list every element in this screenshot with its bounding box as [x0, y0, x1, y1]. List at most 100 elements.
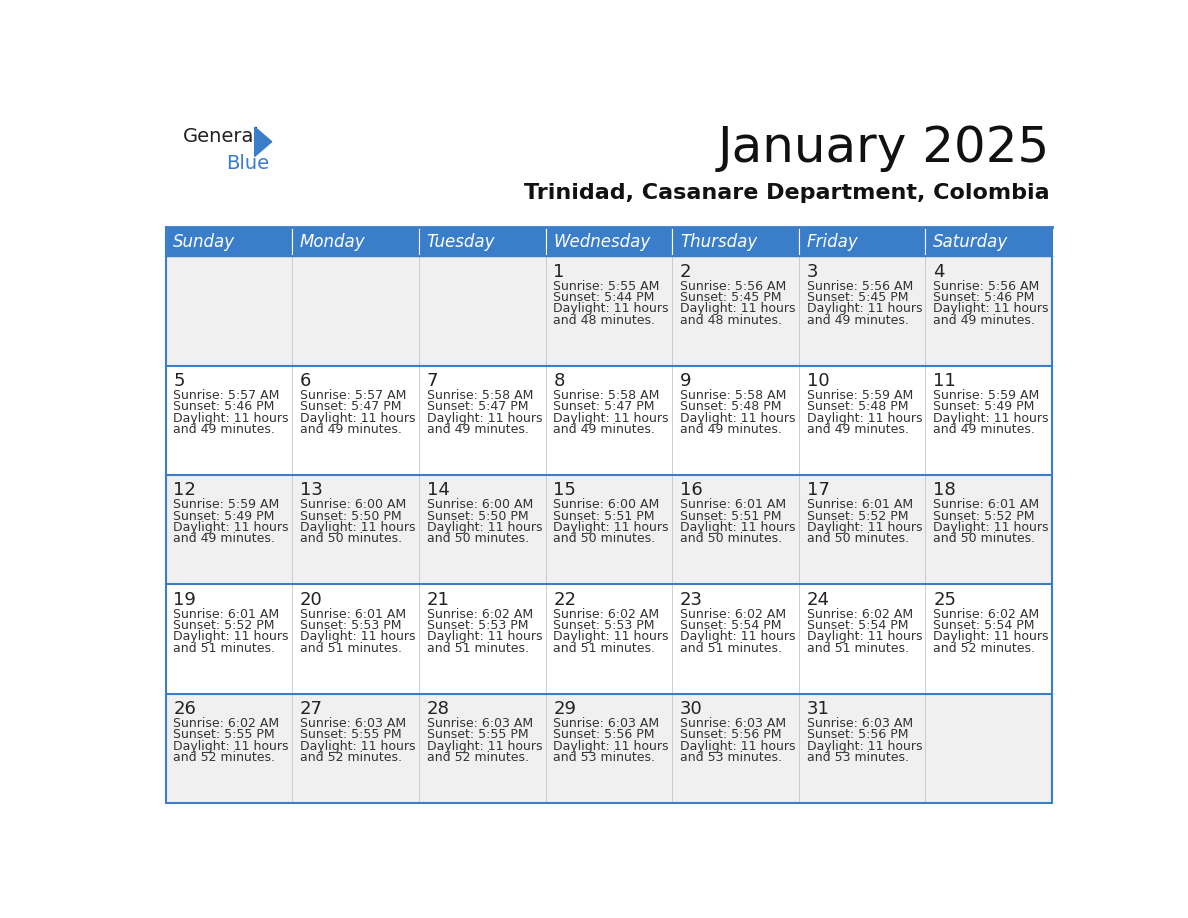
- Text: Friday: Friday: [807, 233, 859, 251]
- Bar: [165, 365, 1053, 476]
- Text: Daylight: 11 hours: Daylight: 11 hours: [554, 740, 669, 753]
- Bar: [672, 227, 798, 256]
- Text: Sunrise: 6:03 AM: Sunrise: 6:03 AM: [554, 717, 659, 730]
- Text: Daylight: 11 hours: Daylight: 11 hours: [299, 521, 416, 534]
- Text: and 50 minutes.: and 50 minutes.: [934, 532, 1036, 545]
- Text: Sunrise: 6:02 AM: Sunrise: 6:02 AM: [173, 717, 279, 730]
- Text: Sunrise: 6:01 AM: Sunrise: 6:01 AM: [680, 498, 786, 511]
- Text: Daylight: 11 hours: Daylight: 11 hours: [173, 411, 289, 425]
- Text: and 49 minutes.: and 49 minutes.: [173, 532, 276, 545]
- Text: Daylight: 11 hours: Daylight: 11 hours: [680, 740, 796, 753]
- Text: and 53 minutes.: and 53 minutes.: [807, 751, 909, 764]
- Text: Daylight: 11 hours: Daylight: 11 hours: [680, 631, 796, 644]
- Text: and 51 minutes.: and 51 minutes.: [680, 642, 782, 655]
- Text: and 50 minutes.: and 50 minutes.: [680, 532, 782, 545]
- Text: 17: 17: [807, 481, 829, 499]
- Text: 19: 19: [173, 590, 196, 609]
- Text: Sunset: 5:48 PM: Sunset: 5:48 PM: [680, 400, 782, 413]
- Text: Sunrise: 5:59 AM: Sunrise: 5:59 AM: [807, 389, 912, 402]
- Bar: [165, 227, 292, 256]
- Text: Sunrise: 6:01 AM: Sunrise: 6:01 AM: [934, 498, 1040, 511]
- Text: 22: 22: [554, 590, 576, 609]
- Text: Sunrise: 5:59 AM: Sunrise: 5:59 AM: [173, 498, 279, 511]
- Text: and 52 minutes.: and 52 minutes.: [934, 642, 1035, 655]
- Text: and 52 minutes.: and 52 minutes.: [173, 751, 276, 764]
- Text: and 51 minutes.: and 51 minutes.: [173, 642, 276, 655]
- Text: 25: 25: [934, 590, 956, 609]
- Text: Monday: Monday: [299, 233, 366, 251]
- Text: Sunrise: 6:00 AM: Sunrise: 6:00 AM: [554, 498, 659, 511]
- Text: Daylight: 11 hours: Daylight: 11 hours: [554, 302, 669, 316]
- Text: and 53 minutes.: and 53 minutes.: [554, 751, 656, 764]
- Text: Tuesday: Tuesday: [426, 233, 495, 251]
- Text: Daylight: 11 hours: Daylight: 11 hours: [426, 740, 542, 753]
- Text: Sunset: 5:48 PM: Sunset: 5:48 PM: [807, 400, 908, 413]
- Text: Daylight: 11 hours: Daylight: 11 hours: [807, 740, 922, 753]
- Text: Sunrise: 6:01 AM: Sunrise: 6:01 AM: [173, 608, 279, 621]
- Text: Sunrise: 6:01 AM: Sunrise: 6:01 AM: [807, 498, 912, 511]
- Text: Sunset: 5:46 PM: Sunset: 5:46 PM: [934, 291, 1035, 304]
- Text: 7: 7: [426, 372, 438, 390]
- Text: and 51 minutes.: and 51 minutes.: [426, 642, 529, 655]
- Text: Sunset: 5:45 PM: Sunset: 5:45 PM: [807, 291, 908, 304]
- Text: Daylight: 11 hours: Daylight: 11 hours: [680, 521, 796, 534]
- Text: Daylight: 11 hours: Daylight: 11 hours: [807, 631, 922, 644]
- Text: Sunrise: 5:59 AM: Sunrise: 5:59 AM: [934, 389, 1040, 402]
- Bar: [545, 227, 672, 256]
- Text: Daylight: 11 hours: Daylight: 11 hours: [554, 631, 669, 644]
- Text: and 48 minutes.: and 48 minutes.: [680, 314, 782, 327]
- Text: and 51 minutes.: and 51 minutes.: [554, 642, 656, 655]
- Text: and 50 minutes.: and 50 minutes.: [807, 532, 909, 545]
- Text: Daylight: 11 hours: Daylight: 11 hours: [807, 302, 922, 316]
- Text: Sunset: 5:56 PM: Sunset: 5:56 PM: [680, 728, 782, 742]
- Text: Sunset: 5:54 PM: Sunset: 5:54 PM: [680, 619, 782, 632]
- Text: Sunset: 5:44 PM: Sunset: 5:44 PM: [554, 291, 655, 304]
- Text: 3: 3: [807, 263, 819, 281]
- Text: Daylight: 11 hours: Daylight: 11 hours: [680, 411, 796, 425]
- Bar: [292, 227, 419, 256]
- Text: 8: 8: [554, 372, 564, 390]
- Text: Sunrise: 6:02 AM: Sunrise: 6:02 AM: [554, 608, 659, 621]
- Text: and 48 minutes.: and 48 minutes.: [554, 314, 656, 327]
- Text: and 49 minutes.: and 49 minutes.: [299, 423, 402, 436]
- Text: and 51 minutes.: and 51 minutes.: [299, 642, 402, 655]
- Text: Daylight: 11 hours: Daylight: 11 hours: [299, 631, 416, 644]
- Text: Daylight: 11 hours: Daylight: 11 hours: [807, 411, 922, 425]
- Text: Daylight: 11 hours: Daylight: 11 hours: [299, 411, 416, 425]
- Text: Sunrise: 6:03 AM: Sunrise: 6:03 AM: [807, 717, 912, 730]
- Text: and 50 minutes.: and 50 minutes.: [554, 532, 656, 545]
- Text: 29: 29: [554, 700, 576, 718]
- Text: Sunset: 5:52 PM: Sunset: 5:52 PM: [173, 619, 274, 632]
- Text: Daylight: 11 hours: Daylight: 11 hours: [426, 631, 542, 644]
- Text: and 52 minutes.: and 52 minutes.: [299, 751, 402, 764]
- Text: Sunrise: 6:03 AM: Sunrise: 6:03 AM: [680, 717, 786, 730]
- Text: Daylight: 11 hours: Daylight: 11 hours: [934, 302, 1049, 316]
- Text: 2: 2: [680, 263, 691, 281]
- Text: Sunrise: 5:58 AM: Sunrise: 5:58 AM: [680, 389, 786, 402]
- Text: Sunset: 5:51 PM: Sunset: 5:51 PM: [680, 509, 782, 522]
- Text: Sunrise: 6:03 AM: Sunrise: 6:03 AM: [426, 717, 532, 730]
- Text: Sunrise: 6:02 AM: Sunrise: 6:02 AM: [934, 608, 1040, 621]
- Text: Sunrise: 5:58 AM: Sunrise: 5:58 AM: [554, 389, 659, 402]
- Text: Daylight: 11 hours: Daylight: 11 hours: [934, 411, 1049, 425]
- Text: January 2025: January 2025: [718, 124, 1050, 172]
- Text: Sunset: 5:52 PM: Sunset: 5:52 PM: [934, 509, 1035, 522]
- Text: Sunset: 5:46 PM: Sunset: 5:46 PM: [173, 400, 274, 413]
- Text: 16: 16: [680, 481, 702, 499]
- Text: Sunrise: 6:03 AM: Sunrise: 6:03 AM: [299, 717, 406, 730]
- Text: Daylight: 11 hours: Daylight: 11 hours: [299, 740, 416, 753]
- Text: Sunrise: 5:55 AM: Sunrise: 5:55 AM: [554, 280, 659, 293]
- Text: Daylight: 11 hours: Daylight: 11 hours: [426, 411, 542, 425]
- Text: Sunset: 5:49 PM: Sunset: 5:49 PM: [934, 400, 1035, 413]
- Text: 20: 20: [299, 590, 323, 609]
- Text: Sunset: 5:47 PM: Sunset: 5:47 PM: [554, 400, 655, 413]
- Text: Blue: Blue: [226, 154, 270, 174]
- Text: and 51 minutes.: and 51 minutes.: [807, 642, 909, 655]
- Text: and 50 minutes.: and 50 minutes.: [426, 532, 529, 545]
- Text: Sunset: 5:47 PM: Sunset: 5:47 PM: [426, 400, 529, 413]
- Text: 14: 14: [426, 481, 449, 499]
- Text: 23: 23: [680, 590, 703, 609]
- Text: Sunset: 5:47 PM: Sunset: 5:47 PM: [299, 400, 402, 413]
- Text: General: General: [183, 127, 260, 146]
- Text: Sunset: 5:54 PM: Sunset: 5:54 PM: [934, 619, 1035, 632]
